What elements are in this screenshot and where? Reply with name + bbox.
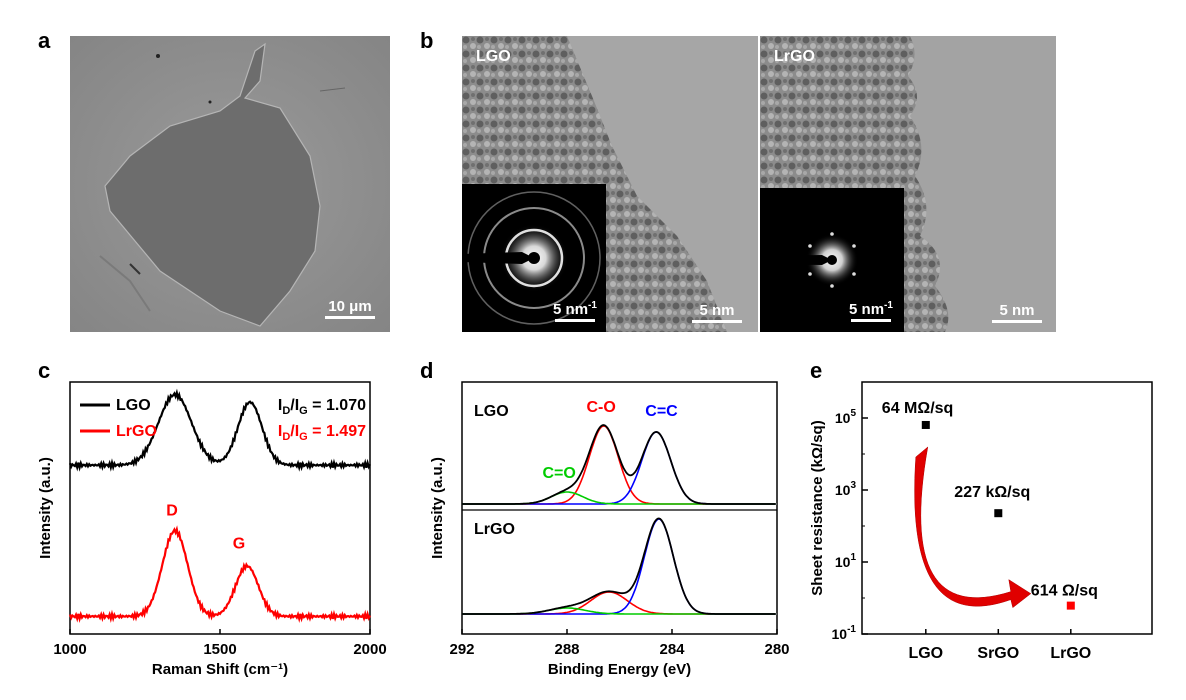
raman-peak-label-d: D (166, 503, 178, 520)
sr-point-label-lrgo: 614 Ω/sq (1031, 583, 1098, 600)
sr-xtick-label-lrgo: LrGO (1050, 645, 1091, 662)
xps-label-c-c: C=C (645, 403, 678, 420)
xps-envelope-lrgo (462, 517, 776, 615)
saed-inset-lgo: 5 nm-1 (462, 184, 606, 332)
sr-ytick-label: 101 (835, 552, 857, 570)
panel-label-c: c (38, 358, 51, 383)
raman-xtick-label: 1500 (203, 641, 236, 658)
raman-series-lrgo (68, 525, 371, 624)
xps-component-lgo-c-o (462, 425, 776, 505)
panel-label-e: e (810, 358, 823, 383)
raman-legend-label-lrgo: LrGO (116, 423, 157, 440)
xps-plot-frame (461, 381, 778, 635)
tem-lgo-scale-label: 5 nm (699, 302, 735, 319)
tem-lrgo-scale: 5 nm (988, 302, 1046, 323)
sr-ytick-label: 103 (835, 480, 857, 498)
sr-ytick-label: 10-1 (832, 624, 857, 642)
raman-series-lgo (68, 388, 371, 472)
panel-label-a: a (38, 28, 51, 53)
xps-envelope-lgo (462, 424, 776, 505)
tem-image-lgo: LGO 5 nm-1 5 nm (462, 36, 758, 332)
sr-point-srgo (994, 509, 1003, 518)
xps-xtick-label: 288 (554, 641, 579, 658)
sr-ylabel: Sheet resistance (kΩ/sq) (809, 420, 826, 595)
xps-chart: 292 288 284 280 Binding Energy (eV) Intensity… (429, 381, 790, 678)
panel-label-b: b (420, 28, 434, 53)
tem-lrgo-label: LrGO (774, 48, 815, 65)
tem-lrgo-scale-label: 5 nm (999, 302, 1035, 319)
raman-peak-label-g: G (233, 535, 245, 552)
sheet-resistance-chart: 10-1 101 103 105 Sheet resistance (kΩ/sq) LGO… (809, 381, 1153, 662)
sr-plot-frame (861, 381, 1153, 635)
raman-ratio-lrgo: ID/IG = 1.497 (278, 423, 366, 443)
sr-ytick-label: 105 (835, 408, 857, 426)
raman-chart: 1000 1500 2000 Raman Shift (cm⁻¹) Intensity … (37, 381, 387, 678)
tem-image-lrgo: LrGO 5 nm-1 5 nm (760, 36, 1056, 332)
sr-xtick-label-lgo: LGO (908, 645, 943, 662)
graphene-flake (104, 42, 321, 327)
saed-lrgo-drawing (760, 232, 858, 288)
sr-point-label-srgo: 227 kΩ/sq (954, 484, 1030, 501)
xps-xtick-label: 280 (764, 641, 789, 658)
saed-lrgo-scale: 5 nm-1 (842, 300, 900, 322)
xps-ylabel: Intensity (a.u.) (429, 457, 446, 559)
xps-xlabel: Binding Energy (eV) (548, 661, 691, 678)
sr-trend-arrow (914, 446, 1032, 609)
xps-component-lrgo-c-o (462, 591, 776, 615)
raman-ylabel: Intensity (a.u.) (37, 457, 54, 559)
sr-xtick-label-srgo: SrGO (977, 645, 1019, 662)
xps-component-lgo-ceqc (462, 431, 776, 505)
raman-xlabel: Raman Shift (cm⁻¹) (152, 661, 288, 678)
sr-point-lrgo (1066, 601, 1075, 610)
sem-image: 10 μm (70, 36, 390, 332)
saed-lgo-scale: 5 nm-1 (546, 300, 604, 322)
xps-spectrum-label-lrgo: LrGO (474, 521, 515, 538)
sr-point-label-lgo: 64 MΩ/sq (882, 400, 954, 417)
saed-lrgo-scale-sup: -1 (884, 300, 893, 311)
xps-component-lrgo-ceqo (462, 607, 776, 615)
saed-lgo-scale-sup: -1 (588, 300, 597, 311)
tem-lgo-label: LGO (476, 48, 511, 65)
raman-plot-frame (69, 381, 371, 635)
saed-lgo-scale-label: 5 nm (553, 301, 589, 318)
sr-point-lgo (921, 420, 930, 429)
xps-label-c-eq-o: C=O (542, 465, 575, 482)
raman-legend-label-lgo: LGO (116, 397, 151, 414)
raman-ratio-lgo: ID/IG = 1.070 (278, 397, 366, 417)
saed-lgo-drawing (462, 191, 601, 325)
xps-spectrum-label-lgo: LGO (474, 403, 509, 420)
sem-scale-label: 10 μm (328, 298, 372, 315)
sem-scale-bar: 10 μm (320, 298, 380, 319)
raman-xtick-label: 2000 (353, 641, 386, 658)
xps-xtick-label: 292 (449, 641, 474, 658)
panel-label-d: d (420, 358, 434, 383)
raman-xtick-label: 1000 (53, 641, 86, 658)
xps-label-c-o: C-O (586, 399, 615, 416)
saed-lrgo-scale-label: 5 nm (849, 301, 885, 318)
saed-inset-lrgo: 5 nm-1 (760, 188, 904, 332)
tem-lgo-scale: 5 nm (688, 302, 746, 323)
sem-image-drawing (70, 36, 390, 332)
xps-xtick-label: 284 (659, 641, 685, 658)
